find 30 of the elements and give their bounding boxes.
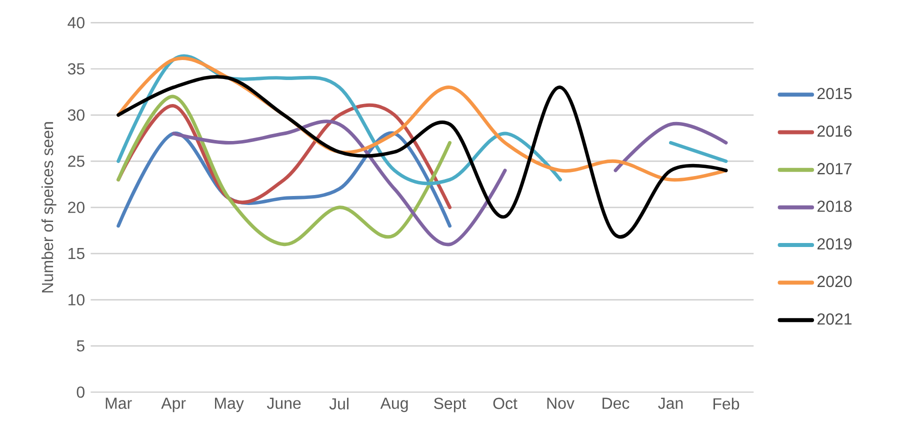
x-tick-label: Dec — [602, 398, 630, 409]
legend-label: 2018 — [817, 200, 852, 212]
y-tick-label: 0 — [76, 386, 84, 398]
x-tick-label: Sept — [434, 398, 466, 412]
x-tick-label: Aug — [380, 398, 408, 412]
x-tick-label: Nov — [547, 398, 574, 409]
y-tick-label: 20 — [68, 202, 84, 213]
x-tick-label: May — [215, 398, 244, 412]
x-tick-label: Mar — [106, 398, 132, 409]
x-tick-label: Feb — [714, 398, 740, 410]
line-series — [116, 94, 452, 246]
legend-label: 2019 — [817, 238, 852, 250]
x-tick-label: June — [266, 398, 301, 409]
y-axis-title: Number of speices seen — [41, 122, 56, 292]
x-tick-label: Apr — [161, 398, 186, 412]
y-tick-label: 40 — [68, 16, 84, 28]
legend-label: 2020 — [817, 276, 852, 288]
x-tick-label: Oct — [493, 398, 518, 409]
y-tick-label: 10 — [68, 294, 84, 306]
x-tick-label: Jan — [658, 398, 683, 409]
legend-label: 2016 — [817, 125, 852, 137]
y-tick-label: 25 — [68, 155, 84, 167]
legend-label: 2015 — [817, 88, 852, 100]
y-tick-label: 35 — [68, 63, 84, 74]
legend-label: 2021 — [817, 313, 852, 325]
y-tick-label: 5 — [76, 340, 84, 352]
y-tick-label: 15 — [68, 248, 84, 260]
legend-label: 2017 — [817, 162, 852, 174]
x-tick-label: Jul — [329, 398, 348, 410]
y-tick-label: 30 — [68, 109, 84, 121]
